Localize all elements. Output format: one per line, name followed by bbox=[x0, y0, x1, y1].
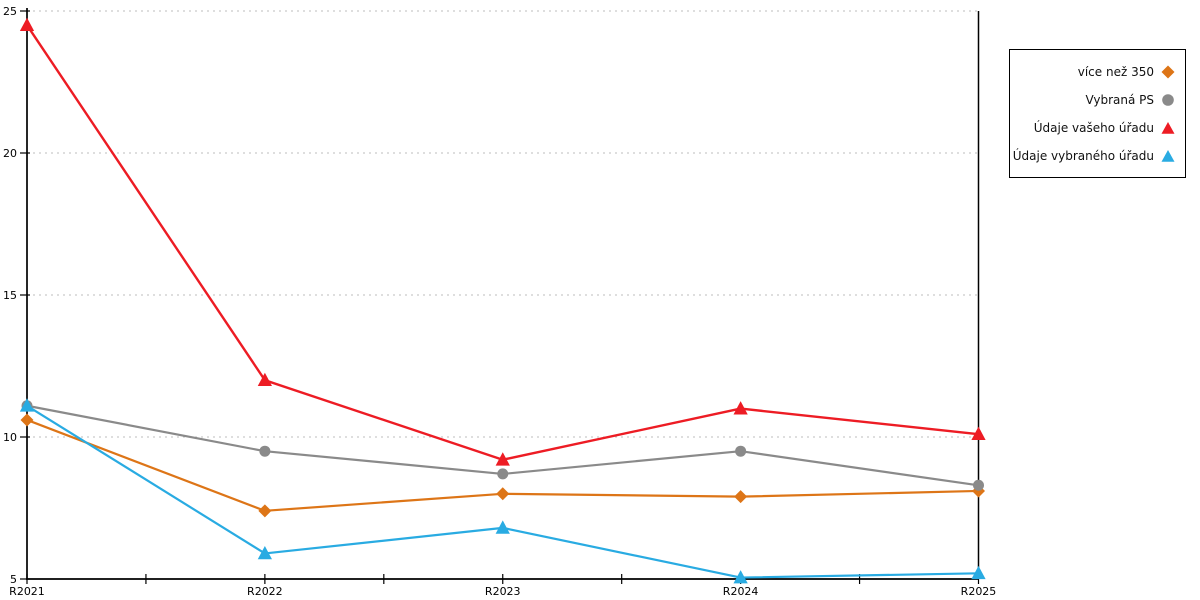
series-1-point-R2023 bbox=[497, 468, 509, 480]
series-1-point-R2024 bbox=[735, 445, 747, 457]
chart-legend: více než 350 Vybraná PS Údaje vašeho úřadu… bbox=[1009, 49, 1186, 178]
x-tick-label-R2023: R2023 bbox=[485, 585, 521, 598]
series-3-point-R2021 bbox=[19, 398, 35, 412]
series-0-point-R2023 bbox=[496, 487, 510, 501]
triangle-marker-icon bbox=[1161, 121, 1175, 134]
legend-item-3: Údaje vybraného úřadu bbox=[1012, 142, 1175, 170]
series-2-point-R2021 bbox=[19, 17, 35, 32]
series-3-point-R2025 bbox=[971, 565, 986, 580]
legend-item-1: Vybraná PS bbox=[1014, 86, 1175, 114]
legend-label: Údaje vašeho úřadu bbox=[1033, 120, 1154, 135]
legend-label: Vybraná PS bbox=[1085, 92, 1154, 107]
x-tick-label-R2021: R2021 bbox=[9, 585, 45, 598]
legend-label: Údaje vybraného úřadu bbox=[1012, 148, 1154, 163]
y-tick-label-10: 10 bbox=[3, 431, 17, 444]
legend-item-0: více než 350 bbox=[1014, 58, 1175, 86]
series-line-2 bbox=[25, 24, 980, 461]
series-3-point-R2024 bbox=[733, 570, 748, 584]
x-tick-label-R2025: R2025 bbox=[961, 585, 997, 598]
y-tick-label-15: 15 bbox=[3, 289, 17, 302]
x-tick-label-R2022: R2022 bbox=[247, 585, 283, 598]
series-1-point-R2022 bbox=[259, 445, 271, 457]
circle-marker-icon bbox=[1162, 93, 1174, 106]
series-2-point-R2023 bbox=[495, 452, 510, 466]
series-3-point-R2022 bbox=[257, 545, 272, 560]
y-tick-label-25: 25 bbox=[3, 5, 17, 18]
series-1-point-R2025 bbox=[973, 479, 984, 491]
x-tick-label-R2024: R2024 bbox=[723, 585, 759, 598]
y-tick-label-5: 5 bbox=[10, 573, 17, 586]
legend-item-2: Údaje vašeho úřadu bbox=[1014, 114, 1175, 142]
series-0-point-R2022 bbox=[258, 504, 272, 518]
legend-label: více než 350 bbox=[1077, 64, 1154, 79]
series-2-point-R2022 bbox=[257, 372, 272, 387]
series-2-point-R2024 bbox=[733, 401, 748, 415]
y-tick-label-20: 20 bbox=[3, 147, 17, 160]
series-2-point-R2025 bbox=[971, 426, 986, 441]
series-0-point-R2024 bbox=[734, 490, 748, 504]
series-3-point-R2023 bbox=[495, 520, 510, 534]
triangle-marker-icon bbox=[1161, 149, 1175, 162]
diamond-marker-icon bbox=[1161, 65, 1175, 78]
series-0-point-R2021 bbox=[20, 413, 34, 427]
